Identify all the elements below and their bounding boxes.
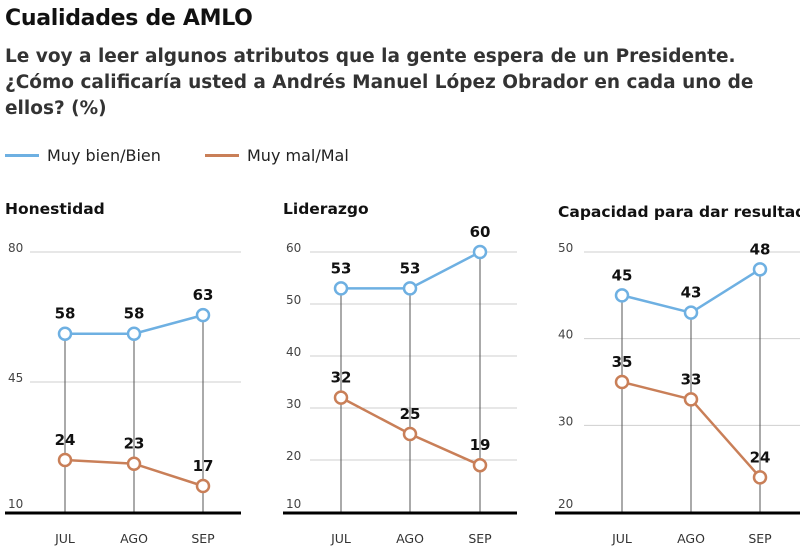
legend-label: Muy mal/Mal — [247, 146, 349, 165]
data-label: 60 — [470, 223, 491, 241]
data-label: 24 — [55, 431, 76, 449]
data-label: 48 — [750, 240, 771, 258]
data-label: 24 — [750, 448, 771, 466]
data-label: 53 — [400, 259, 421, 277]
data-point — [752, 262, 768, 277]
data-label: 19 — [470, 436, 491, 454]
page-title: Cualidades de AMLO — [5, 6, 253, 31]
data-point — [402, 281, 418, 296]
y-tick-label: 20 — [286, 449, 301, 463]
data-label: 23 — [124, 435, 145, 453]
y-tick-label: 10 — [8, 497, 23, 511]
y-tick-label: 10 — [286, 497, 301, 511]
data-point — [472, 457, 488, 473]
data-point — [126, 326, 142, 341]
x-tick-label: AGO — [396, 531, 424, 546]
legend-swatch-orange — [205, 154, 239, 157]
y-tick-label: 60 — [286, 241, 301, 255]
data-point — [195, 307, 211, 323]
legend-item-bien: Muy bien/Bien — [5, 146, 161, 165]
data-label: 25 — [400, 405, 421, 423]
y-tick-label: 80 — [8, 241, 23, 255]
data-point — [614, 374, 630, 390]
x-tick-label: SEP — [191, 531, 215, 546]
data-point — [472, 244, 488, 260]
data-label: 58 — [124, 305, 145, 323]
data-label: 43 — [681, 284, 702, 302]
x-tick-label: SEP — [748, 531, 772, 546]
data-point — [614, 288, 630, 303]
data-point — [333, 281, 349, 296]
y-tick-label: 30 — [558, 414, 573, 428]
data-point — [683, 305, 699, 320]
y-tick-label: 30 — [286, 397, 301, 411]
x-tick-label: JUL — [330, 531, 351, 546]
x-tick-label: AGO — [677, 531, 705, 546]
data-label: 58 — [55, 305, 76, 323]
data-point — [402, 426, 418, 442]
y-tick-label: 40 — [558, 328, 573, 342]
y-tick-label: 50 — [558, 241, 573, 255]
data-point — [683, 392, 699, 407]
y-tick-label: 45 — [8, 371, 23, 385]
y-tick-label: 20 — [558, 497, 573, 511]
y-tick-label: 50 — [286, 293, 301, 307]
legend-label: Muy bien/Bien — [47, 146, 161, 165]
x-tick-label: JUL — [54, 531, 75, 546]
data-point — [57, 452, 73, 468]
y-tick-label: 40 — [286, 345, 301, 359]
x-tick-label: JUL — [611, 531, 632, 546]
legend-item-mal: Muy mal/Mal — [205, 146, 349, 165]
panel-title: Capacidad para dar resultados — [558, 203, 800, 221]
panel-title: Honestidad — [5, 200, 105, 218]
legend-swatch-blue — [5, 154, 39, 157]
panel-title: Liderazgo — [283, 200, 369, 218]
data-label: 32 — [331, 369, 352, 387]
data-point — [57, 326, 73, 341]
data-label: 33 — [681, 370, 702, 388]
x-tick-label: AGO — [120, 531, 148, 546]
data-label: 63 — [193, 286, 214, 304]
data-label: 53 — [331, 259, 352, 277]
data-point — [333, 390, 349, 405]
data-label: 35 — [612, 353, 633, 371]
data-label: 17 — [193, 457, 214, 475]
data-point — [195, 478, 211, 494]
data-point — [752, 470, 768, 485]
x-tick-label: SEP — [468, 531, 492, 546]
data-label: 45 — [612, 266, 633, 284]
page-subtitle: Le voy a leer algunos atributos que la g… — [5, 46, 754, 119]
data-point — [126, 456, 142, 471]
